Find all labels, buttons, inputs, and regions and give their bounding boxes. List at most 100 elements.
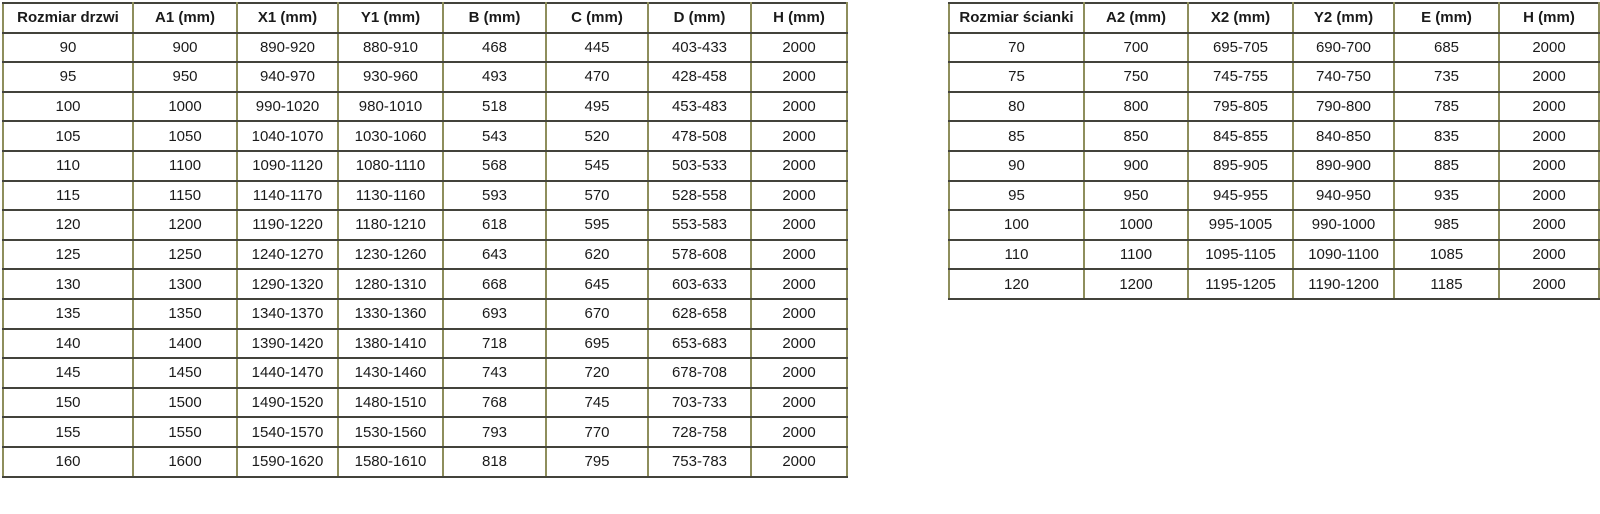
table-cell: 1130-1160 [337, 179, 444, 212]
column-header: H (mm) [1498, 2, 1600, 34]
table-cell: 403-433 [647, 31, 752, 64]
table-cell: 790-800 [1292, 90, 1395, 123]
table-cell: 495 [545, 90, 649, 123]
table-cell: 130 [2, 268, 134, 300]
table-cell: 570 [545, 179, 649, 212]
table-cell: 1195-1205 [1187, 268, 1294, 300]
table-cell: 1380-1410 [337, 327, 444, 360]
table-cell: 818 [442, 445, 547, 478]
table-cell: 620 [545, 238, 649, 271]
table-cell: 693 [442, 297, 547, 330]
table-cell: 770 [545, 416, 649, 448]
table-cell: 1330-1360 [337, 297, 444, 330]
table-cell: 740-750 [1292, 61, 1395, 93]
table-cell: 470 [545, 61, 649, 93]
table-row: 110 1100 1095-1105 1090-1100 1085 2000 [948, 238, 1600, 271]
table-cell: 2000 [750, 416, 848, 448]
table-cell: 1390-1420 [236, 327, 339, 360]
table-cell: 1590-1620 [236, 445, 339, 478]
table-cell: 2000 [1498, 179, 1600, 212]
table-cell: 930-960 [337, 61, 444, 93]
table-cell: 1040-1070 [236, 120, 339, 152]
table-cell: 628-658 [647, 297, 752, 330]
table-cell: 793 [442, 416, 547, 448]
header-row: Rozmiar ścianki A2 (mm) X2 (mm) Y2 (mm) E (m… [948, 2, 1600, 34]
table-cell: 728-758 [647, 416, 752, 448]
table-row: 140 1400 1390-1420 1380-1410 718 695 653-683 20… [2, 327, 848, 360]
column-header: Y1 (mm) [337, 2, 444, 34]
table-cell: 980-1010 [337, 90, 444, 123]
table-cell: 695 [545, 327, 649, 360]
table-cell: 690-700 [1292, 31, 1395, 64]
table-row: 105 1050 1040-1070 1030-1060 543 520 478-508 20… [2, 120, 848, 152]
column-header: H (mm) [750, 2, 848, 34]
table-cell: 1180-1210 [337, 209, 444, 241]
table-cell: 2000 [750, 120, 848, 152]
table-cell: 880-910 [337, 31, 444, 64]
table-cell: 603-633 [647, 268, 752, 300]
table-cell: 840-850 [1292, 120, 1395, 152]
table-cell: 2000 [750, 445, 848, 478]
table-cell: 568 [442, 149, 547, 182]
table-cell: 795 [545, 445, 649, 478]
table-row: 100 1000 990-1020 980-1010 518 495 453-483 2000 [2, 90, 848, 123]
table-cell: 735 [1393, 61, 1500, 93]
table-cell: 2000 [750, 386, 848, 419]
table-cell: 1440-1470 [236, 357, 339, 389]
column-header: A2 (mm) [1083, 2, 1189, 34]
table-cell: 1185 [1393, 268, 1500, 300]
table-row: 130 1300 1290-1320 1280-1310 668 645 603-633 20… [2, 268, 848, 300]
table-row: 135 1350 1340-1370 1330-1360 693 670 628-658 20… [2, 297, 848, 330]
table-cell: 890-920 [236, 31, 339, 64]
table-cell: 2000 [750, 268, 848, 300]
table-cell: 703-733 [647, 386, 752, 419]
table-cell: 750 [1083, 61, 1189, 93]
table-cell: 1240-1270 [236, 238, 339, 271]
table-row: 85 850 845-855 840-850 835 2000 [948, 120, 1600, 152]
table-cell: 160 [2, 445, 134, 478]
table-cell: 1290-1320 [236, 268, 339, 300]
table-cell: 1150 [132, 179, 238, 212]
table-cell: 1140-1170 [236, 179, 339, 212]
table-cell: 945-955 [1187, 179, 1294, 212]
table-cell: 1190-1200 [1292, 268, 1395, 300]
table-cell: 115 [2, 179, 134, 212]
table-cell: 140 [2, 327, 134, 360]
table-cell: 695-705 [1187, 31, 1294, 64]
table-cell: 578-608 [647, 238, 752, 271]
table-cell: 110 [948, 238, 1085, 271]
table-cell: 935 [1393, 179, 1500, 212]
table-cell: 445 [545, 31, 649, 64]
table-cell: 75 [948, 61, 1085, 93]
table-cell: 150 [2, 386, 134, 419]
table-cell: 2000 [750, 327, 848, 360]
table-cell: 2000 [1498, 238, 1600, 271]
table-cell: 2000 [1498, 149, 1600, 182]
table-cell: 985 [1393, 209, 1500, 241]
table-cell: 145 [2, 357, 134, 389]
table-cell: 2000 [750, 61, 848, 93]
door-table-head: Rozmiar drzwi A1 (mm) X1 (mm) Y1 (mm) B (mm)… [2, 2, 848, 34]
table-cell: 1100 [132, 149, 238, 182]
table-row: 120 1200 1195-1205 1190-1200 1185 2000 [948, 268, 1600, 300]
table-cell: 670 [545, 297, 649, 330]
table-row: 125 1250 1240-1270 1230-1260 643 620 578-608 20… [2, 238, 848, 271]
door-size-table: Rozmiar drzwi A1 (mm) X1 (mm) Y1 (mm) B (mm)… [2, 2, 848, 478]
table-cell: 1600 [132, 445, 238, 478]
table-row: 110 1100 1090-1120 1080-1110 568 545 503-533 20… [2, 149, 848, 182]
table-cell: 1350 [132, 297, 238, 330]
table-cell: 1540-1570 [236, 416, 339, 448]
column-header: Y2 (mm) [1292, 2, 1395, 34]
table-cell: 768 [442, 386, 547, 419]
table-row: 90 900 890-920 880-910 468 445 403-433 2000 [2, 31, 848, 64]
table-cell: 835 [1393, 120, 1500, 152]
table-cell: 120 [2, 209, 134, 241]
table-row: 80 800 795-805 790-800 785 2000 [948, 90, 1600, 123]
table-cell: 885 [1393, 149, 1500, 182]
table-row: 120 1200 1190-1220 1180-1210 618 595 553-583 20… [2, 209, 848, 241]
table-cell: 468 [442, 31, 547, 64]
table-cell: 940-950 [1292, 179, 1395, 212]
wall-table-head: Rozmiar ścianki A2 (mm) X2 (mm) Y2 (mm) E (m… [948, 2, 1600, 34]
table-cell: 543 [442, 120, 547, 152]
table-cell: 155 [2, 416, 134, 448]
